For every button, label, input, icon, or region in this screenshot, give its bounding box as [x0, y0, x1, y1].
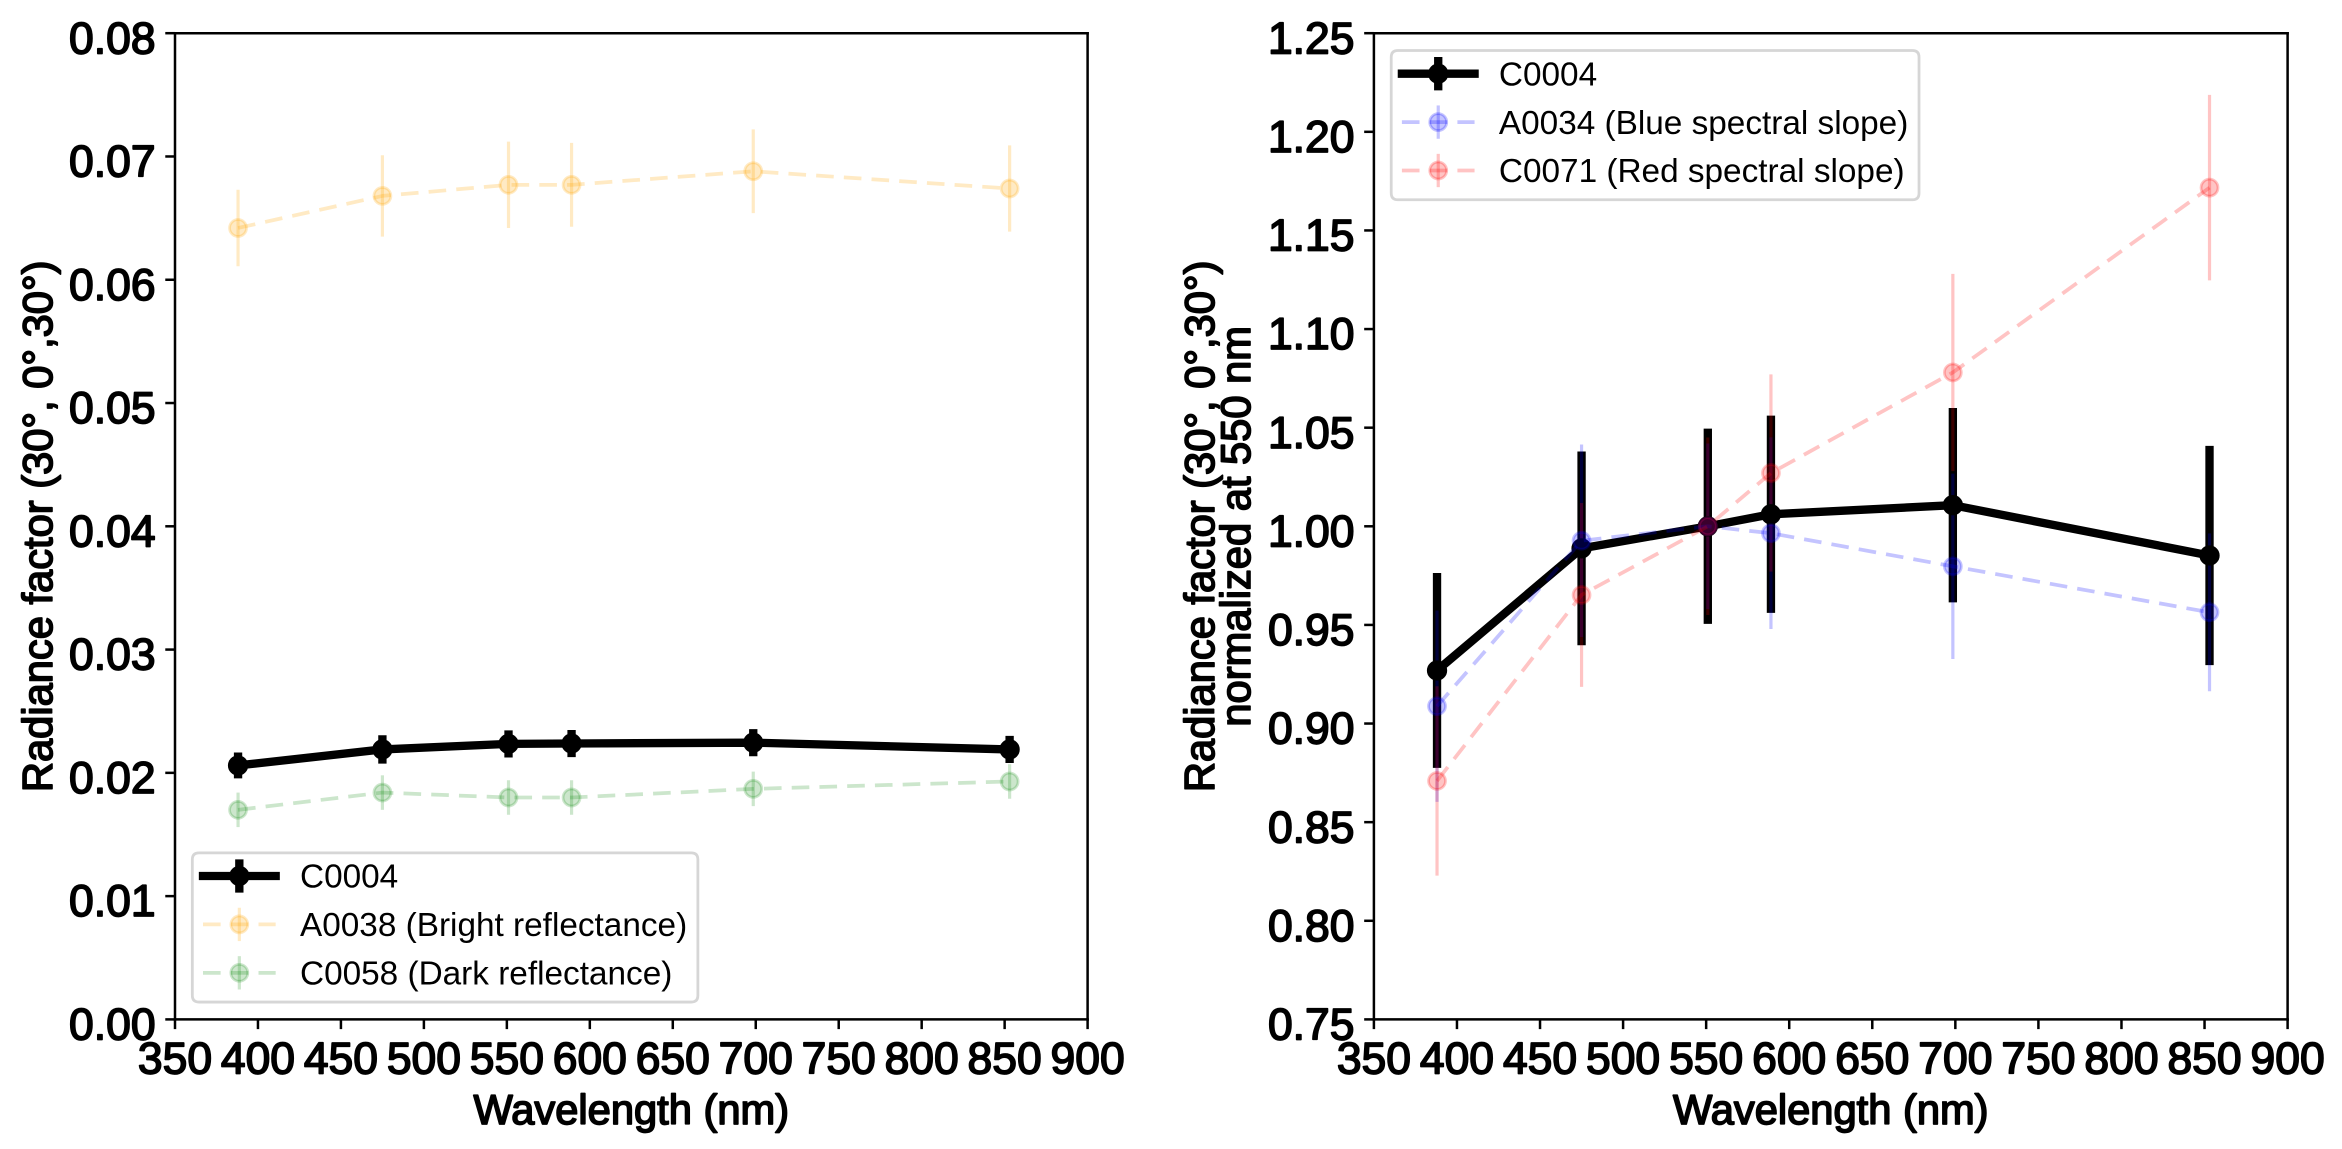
svg-text:400: 400 [1420, 1035, 1494, 1084]
svg-text:C0004: C0004 [1499, 56, 1597, 93]
svg-text:450: 450 [304, 1035, 378, 1084]
svg-text:1.15: 1.15 [1268, 212, 1355, 261]
svg-text:550: 550 [470, 1035, 544, 1084]
svg-text:350: 350 [138, 1035, 212, 1084]
svg-text:0.03: 0.03 [69, 631, 156, 680]
svg-text:0.01: 0.01 [69, 877, 156, 926]
svg-text:750: 750 [802, 1035, 876, 1084]
svg-text:Wavelength (nm): Wavelength (nm) [1673, 1086, 1989, 1133]
svg-text:0.07: 0.07 [69, 138, 156, 187]
svg-text:0.90: 0.90 [1268, 705, 1355, 754]
svg-text:1.00: 1.00 [1268, 507, 1355, 556]
svg-text:Radiance factor (30°, 0°,30°): Radiance factor (30°, 0°,30°) [14, 260, 61, 792]
svg-text:450: 450 [1503, 1035, 1577, 1084]
svg-text:Radiance factor (30°, 0°,30°): Radiance factor (30°, 0°,30°) [1176, 261, 1223, 793]
svg-text:350: 350 [1337, 1035, 1411, 1084]
svg-text:C0058 (Dark reflectance): C0058 (Dark reflectance) [300, 955, 672, 992]
svg-text:0.05: 0.05 [69, 384, 156, 433]
svg-text:650: 650 [1835, 1035, 1909, 1084]
svg-text:0.75: 0.75 [1268, 1001, 1355, 1050]
svg-text:0.95: 0.95 [1268, 606, 1355, 655]
svg-text:800: 800 [2084, 1035, 2158, 1084]
svg-text:1.10: 1.10 [1268, 310, 1355, 359]
svg-text:1.25: 1.25 [1268, 14, 1355, 63]
svg-text:0.02: 0.02 [69, 754, 156, 803]
svg-text:0.08: 0.08 [69, 14, 156, 63]
svg-text:850: 850 [968, 1035, 1042, 1084]
svg-text:700: 700 [719, 1035, 793, 1084]
svg-text:600: 600 [553, 1035, 627, 1084]
svg-text:600: 600 [1752, 1035, 1826, 1084]
svg-text:0.06: 0.06 [69, 261, 156, 310]
svg-text:800: 800 [885, 1035, 959, 1084]
svg-text:0.04: 0.04 [69, 507, 156, 556]
svg-text:500: 500 [1586, 1035, 1660, 1084]
svg-text:C0071 (Red spectral slope): C0071 (Red spectral slope) [1499, 153, 1905, 190]
svg-text:850: 850 [2167, 1035, 2241, 1084]
svg-text:0.00: 0.00 [69, 1001, 156, 1050]
svg-text:0.80: 0.80 [1268, 902, 1355, 951]
svg-text:C0004: C0004 [300, 859, 398, 896]
svg-text:400: 400 [221, 1035, 295, 1084]
svg-text:normalized at 550 nm: normalized at 550 nm [1212, 326, 1259, 727]
svg-text:A0034 (Blue spectral slope): A0034 (Blue spectral slope) [1499, 105, 1908, 142]
svg-text:A0038 (Bright reflectance): A0038 (Bright reflectance) [300, 907, 687, 944]
svg-text:750: 750 [2001, 1035, 2075, 1084]
svg-text:1.05: 1.05 [1268, 409, 1355, 458]
svg-text:Wavelength (nm): Wavelength (nm) [473, 1086, 789, 1133]
svg-text:650: 650 [636, 1035, 710, 1084]
svg-text:700: 700 [1918, 1035, 1992, 1084]
svg-text:550: 550 [1669, 1035, 1743, 1084]
svg-text:1.20: 1.20 [1268, 113, 1355, 162]
svg-text:900: 900 [2251, 1035, 2325, 1084]
svg-text:0.85: 0.85 [1268, 803, 1355, 852]
svg-text:900: 900 [1051, 1035, 1125, 1084]
svg-text:500: 500 [387, 1035, 461, 1084]
